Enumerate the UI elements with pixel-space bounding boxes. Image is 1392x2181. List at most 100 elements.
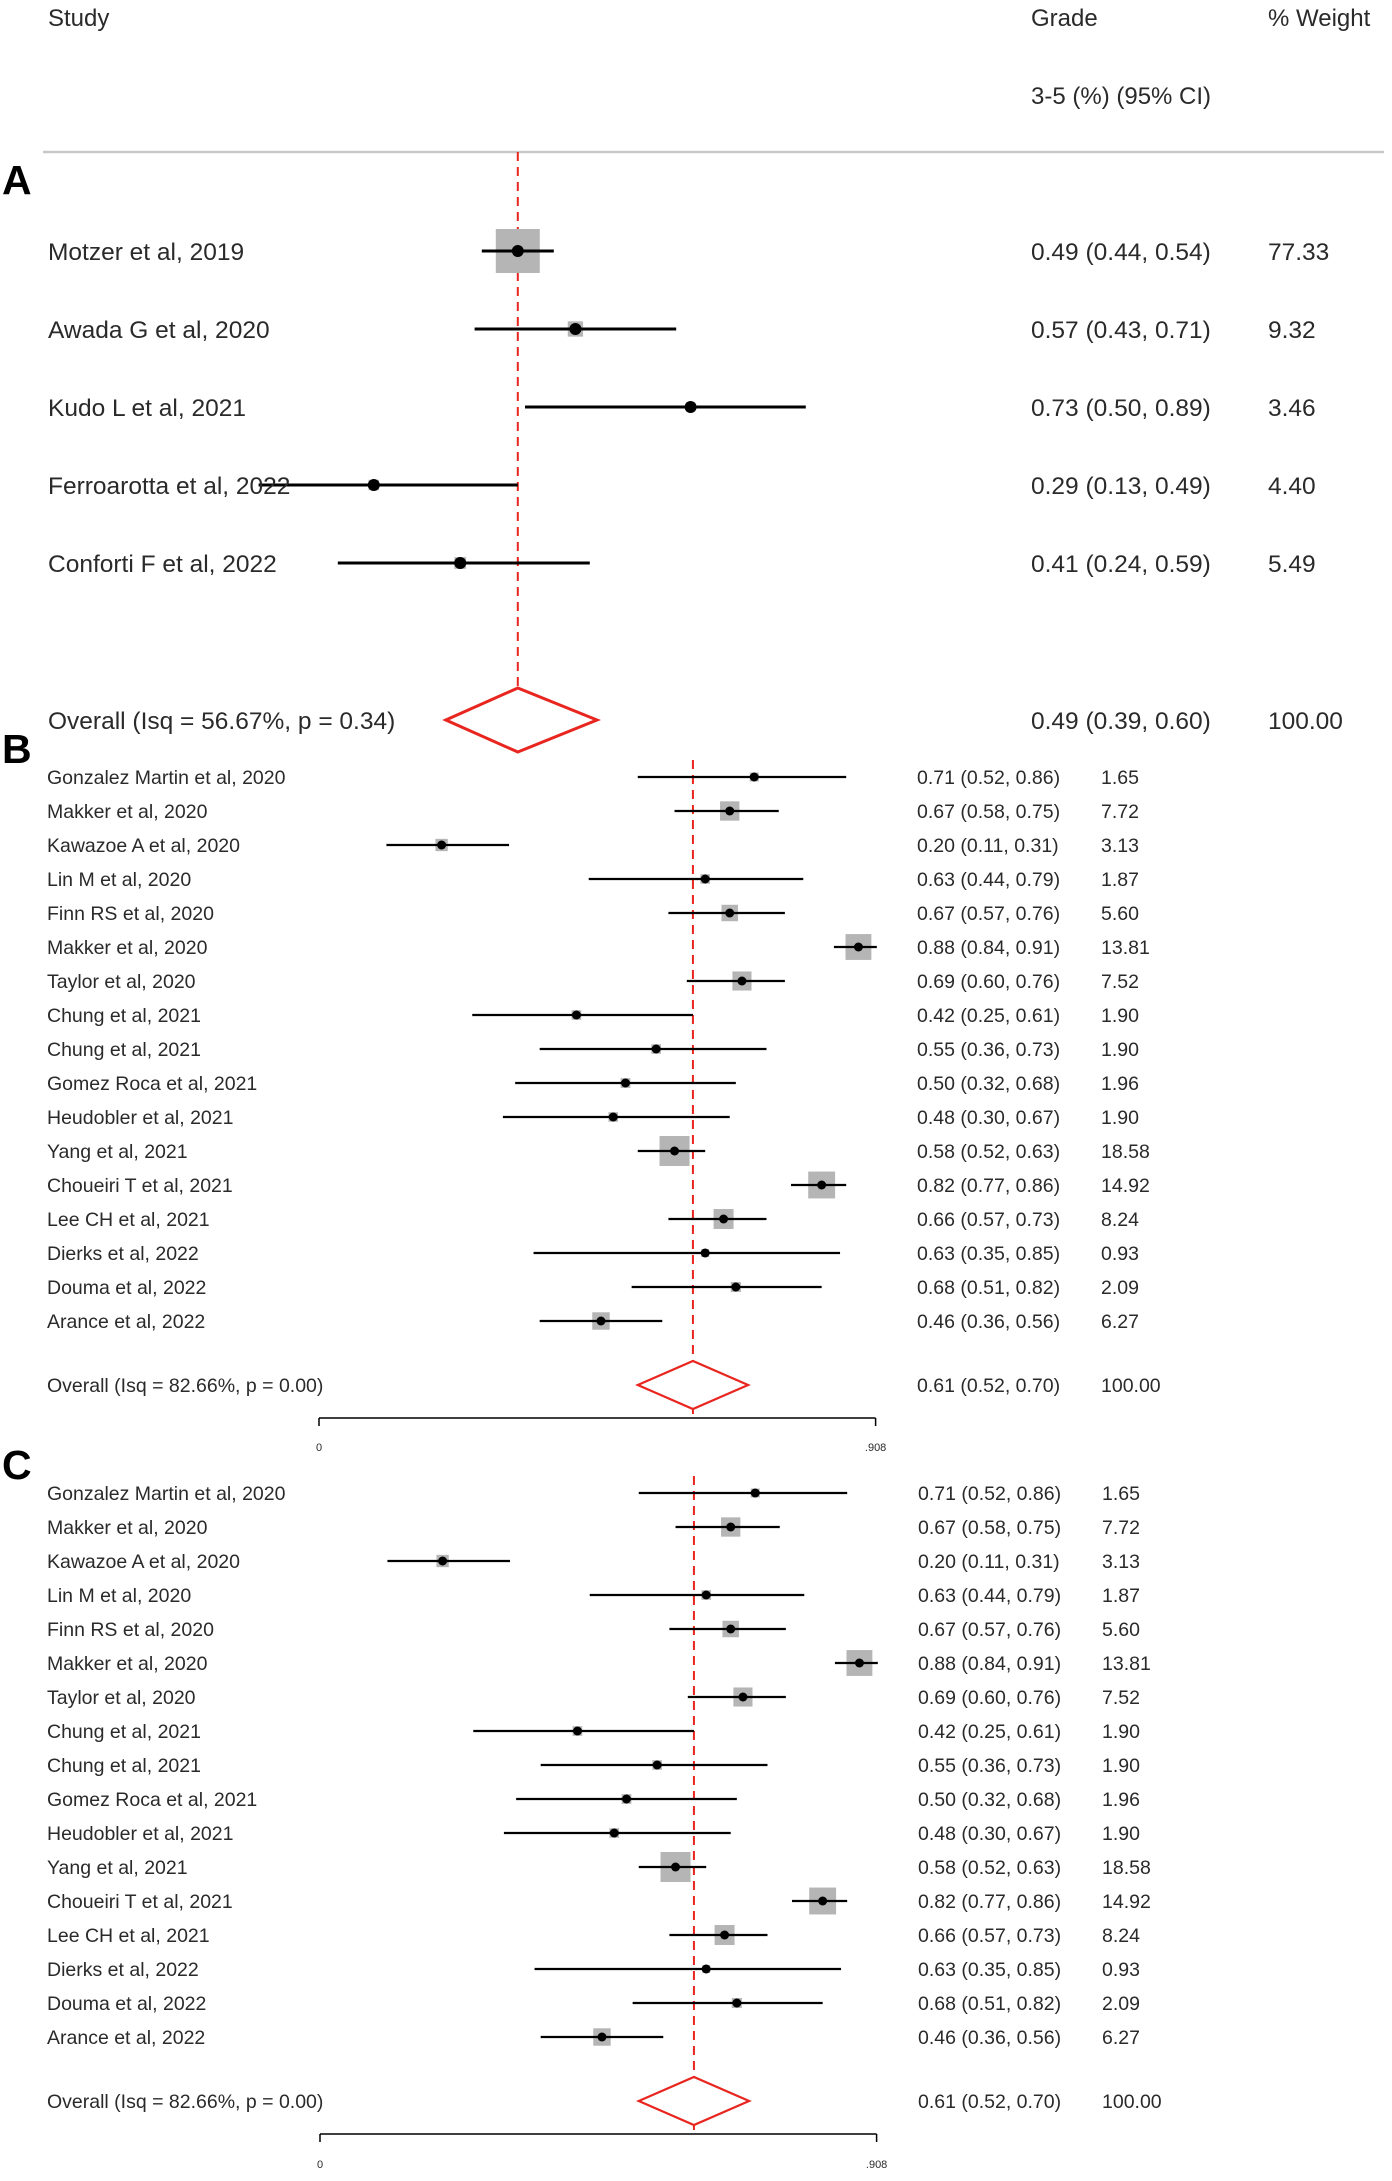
study-weight-text: 18.58	[1102, 1857, 1151, 1879]
study-row: Taylor et al, 2020 0.69 (0.60, 0.76) 7.52	[47, 971, 1139, 993]
study-label: Gonzalez Martin et al, 2020	[47, 767, 286, 789]
forest-panel-b: Gonzalez Martin et al, 2020 0.71 (0.52, 0…	[47, 760, 1161, 1454]
study-label: Taylor et al, 2020	[47, 971, 196, 993]
point-estimate	[454, 557, 467, 569]
study-row: Gonzalez Martin et al, 2020 0.71 (0.52, 0…	[47, 1483, 1140, 1505]
study-ci-text: 0.88 (0.84, 0.91)	[917, 937, 1060, 959]
point-estimate	[750, 1488, 760, 1498]
study-label: Chung et al, 2021	[47, 1721, 201, 1743]
study-ci-text: 0.68 (0.51, 0.82)	[917, 1277, 1060, 1299]
study-label: Makker et al, 2020	[47, 801, 208, 823]
overall-weight-text: 100.00	[1101, 1375, 1161, 1397]
study-ci-text: 0.69 (0.60, 0.76)	[917, 971, 1060, 993]
point-estimate	[571, 1010, 581, 1020]
point-estimate	[438, 1556, 448, 1566]
study-weight-text: 9.32	[1268, 317, 1316, 344]
study-weight-text: 5.60	[1102, 1619, 1140, 1641]
study-row: Makker et al, 2020 0.67 (0.58, 0.75) 7.72	[47, 1517, 1140, 1539]
study-label: Lin M et al, 2020	[47, 1585, 191, 1607]
study-row: Choueiri T et al, 2021 0.82 (0.77, 0.86) 1…	[47, 1171, 1150, 1199]
point-estimate	[671, 1862, 681, 1872]
point-estimate	[725, 908, 735, 918]
study-row: Dierks et al, 2022 0.63 (0.35, 0.85) 0.93	[47, 1959, 1140, 1981]
point-estimate	[818, 1896, 828, 1906]
study-label: Yang et al, 2021	[47, 1857, 188, 1879]
point-estimate	[737, 976, 747, 986]
study-label: Lin M et al, 2020	[47, 869, 191, 891]
study-row: Gomez Roca et al, 2021 0.50 (0.32, 0.68) 1…	[47, 1073, 1139, 1095]
x-axis-tick-label: .908	[865, 1442, 886, 1454]
study-ci-text: 0.57 (0.43, 0.71)	[1031, 317, 1211, 344]
study-label: Makker et al, 2020	[47, 1653, 208, 1675]
panel-label-c: C	[2, 1442, 32, 1488]
study-ci-text: 0.63 (0.35, 0.85)	[917, 1243, 1060, 1265]
study-ci-text: 0.42 (0.25, 0.61)	[918, 1721, 1061, 1743]
study-ci-text: 0.71 (0.52, 0.86)	[918, 1483, 1061, 1505]
study-ci-text: 0.48 (0.30, 0.67)	[918, 1823, 1061, 1845]
point-estimate	[749, 772, 759, 782]
study-weight-text: 77.33	[1268, 239, 1329, 266]
study-weight-text: 3.46	[1268, 395, 1316, 422]
study-label: Ferroarotta et al, 2022	[48, 473, 290, 500]
study-row: Finn RS et al, 2020 0.67 (0.57, 0.76) 5.60	[47, 903, 1139, 925]
point-estimate	[597, 2032, 607, 2042]
point-estimate	[622, 1794, 631, 1804]
study-label: Makker et al, 2020	[47, 937, 208, 959]
overall-label: Overall (Isq = 82.66%, p = 0.00)	[47, 1375, 323, 1397]
study-row: Lin M et al, 2020 0.63 (0.44, 0.79) 1.87	[47, 869, 1139, 891]
study-row: Kawazoe A et al, 2020 0.20 (0.11, 0.31) 3.…	[47, 835, 1139, 857]
study-weight-text: 6.27	[1101, 1311, 1139, 1333]
study-row: Heudobler et al, 2021 0.48 (0.30, 0.67) 1.…	[47, 1107, 1139, 1129]
study-weight-text: 7.52	[1102, 1687, 1140, 1709]
study-ci-text: 0.58 (0.52, 0.63)	[917, 1141, 1060, 1163]
study-label: Kawazoe A et al, 2020	[47, 835, 240, 857]
study-weight-text: 6.27	[1102, 2027, 1140, 2049]
study-ci-text: 0.48 (0.30, 0.67)	[917, 1107, 1060, 1129]
study-weight-text: 8.24	[1101, 1209, 1139, 1231]
study-weight-text: 1.90	[1102, 1755, 1140, 1777]
study-label: Douma et al, 2022	[47, 1277, 206, 1299]
point-estimate	[731, 1282, 741, 1292]
study-label: Finn RS et al, 2020	[47, 1619, 214, 1641]
study-label: Heudobler et al, 2021	[47, 1823, 233, 1845]
study-ci-text: 0.71 (0.52, 0.86)	[917, 767, 1060, 789]
study-ci-text: 0.68 (0.51, 0.82)	[918, 1993, 1061, 2015]
point-estimate	[725, 806, 735, 816]
study-weight-text: 3.13	[1101, 835, 1139, 857]
study-row: Kawazoe A et al, 2020 0.20 (0.11, 0.31) 3.…	[47, 1551, 1140, 1573]
study-label: Chung et al, 2021	[47, 1039, 201, 1061]
study-row: Lee CH et al, 2021 0.66 (0.57, 0.73) 8.24	[47, 1925, 1140, 1947]
study-weight-text: 7.52	[1101, 971, 1139, 993]
point-estimate	[651, 1044, 661, 1054]
point-estimate	[701, 1964, 711, 1974]
study-label: Choueiri T et al, 2021	[47, 1175, 233, 1197]
point-estimate	[853, 942, 863, 952]
study-ci-text: 0.82 (0.77, 0.86)	[917, 1175, 1060, 1197]
study-weight-text: 1.90	[1101, 1005, 1139, 1027]
study-row: Arance et al, 2022 0.46 (0.36, 0.56) 6.27	[47, 1311, 1139, 1333]
study-label: Makker et al, 2020	[47, 1517, 208, 1539]
study-ci-text: 0.67 (0.57, 0.76)	[917, 903, 1060, 925]
study-row: Conforti F et al, 2022 0.41 (0.24, 0.59) 5…	[48, 551, 1316, 578]
study-row: Douma et al, 2022 0.68 (0.51, 0.82) 2.09	[47, 1277, 1139, 1299]
study-weight-text: 8.24	[1102, 1925, 1140, 1947]
study-label: Gomez Roca et al, 2021	[47, 1073, 257, 1095]
study-ci-text: 0.63 (0.44, 0.79)	[918, 1585, 1061, 1607]
study-weight-text: 14.92	[1101, 1175, 1150, 1197]
study-ci-text: 0.46 (0.36, 0.56)	[918, 2027, 1061, 2049]
study-label: Gonzalez Martin et al, 2020	[47, 1483, 286, 1505]
point-estimate	[817, 1180, 827, 1190]
x-axis: 0 .908	[317, 2133, 887, 2171]
study-label: Taylor et al, 2020	[47, 1687, 196, 1709]
point-estimate	[572, 1726, 582, 1736]
point-estimate	[726, 1522, 736, 1532]
overall-ci-text: 0.61 (0.52, 0.70)	[917, 1375, 1060, 1397]
study-label: Douma et al, 2022	[47, 1993, 206, 2015]
study-label: Gomez Roca et al, 2021	[47, 1789, 257, 1811]
x-axis-tick-label: 0	[317, 2159, 323, 2171]
study-weight-text: 1.96	[1101, 1073, 1139, 1095]
point-estimate	[720, 1930, 730, 1940]
forest-panel-c: Gonzalez Martin et al, 2020 0.71 (0.52, 0…	[47, 1476, 1162, 2171]
study-label: Awada G et al, 2020	[48, 317, 270, 344]
